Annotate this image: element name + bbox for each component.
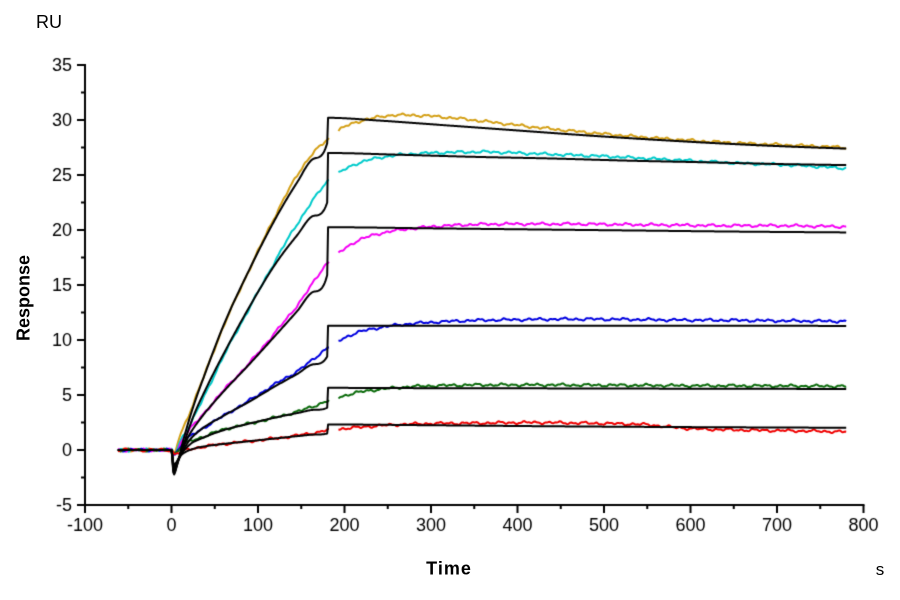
x-axis-unit-label: s bbox=[875, 560, 885, 579]
y-axis-title: Response bbox=[13, 254, 34, 342]
y-axis-unit-label: RU bbox=[36, 12, 62, 32]
x-axis-title: Time bbox=[426, 558, 472, 579]
